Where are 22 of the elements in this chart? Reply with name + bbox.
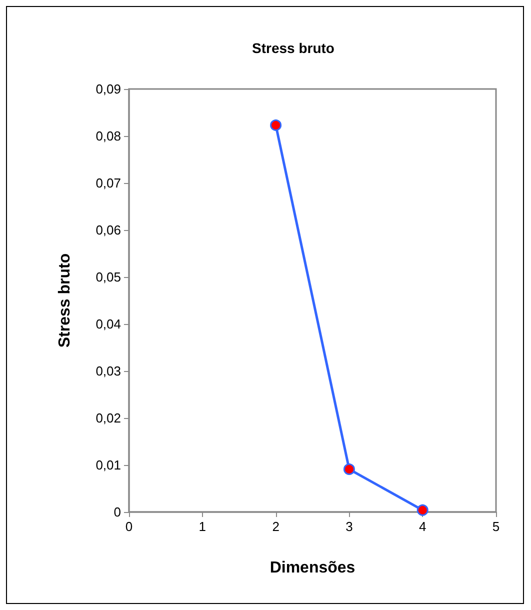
y-axis-title: Stress bruto	[56, 253, 74, 348]
x-tick-label: 1	[198, 519, 206, 534]
y-tick-label: 0,08	[96, 128, 121, 144]
point	[343, 463, 355, 475]
y-tick-label: 0,02	[96, 410, 121, 426]
chart-title: Stress bruto	[252, 40, 334, 56]
x-tick-label: 5	[492, 519, 500, 534]
y-tick-label: 0,04	[96, 316, 121, 332]
y-tick-label: 0,03	[96, 364, 121, 378]
point	[270, 119, 282, 131]
y-tick-label: 0,06	[96, 222, 121, 238]
y-tick-label: 0,09	[96, 82, 121, 96]
y-tick-label: 0,01	[96, 458, 121, 472]
y-tick-label: 0,05	[96, 270, 121, 284]
x-axis-title: Dimensões	[270, 560, 356, 576]
y-tick-label: 0,07	[96, 176, 121, 190]
x-tick-label: 2	[272, 519, 280, 534]
x-tick-label: 4	[418, 519, 426, 534]
x-tick-label: 3	[346, 519, 353, 534]
x-tick-label: 0	[125, 519, 133, 534]
y-tick-label: 0	[114, 504, 121, 520]
point	[416, 504, 428, 516]
